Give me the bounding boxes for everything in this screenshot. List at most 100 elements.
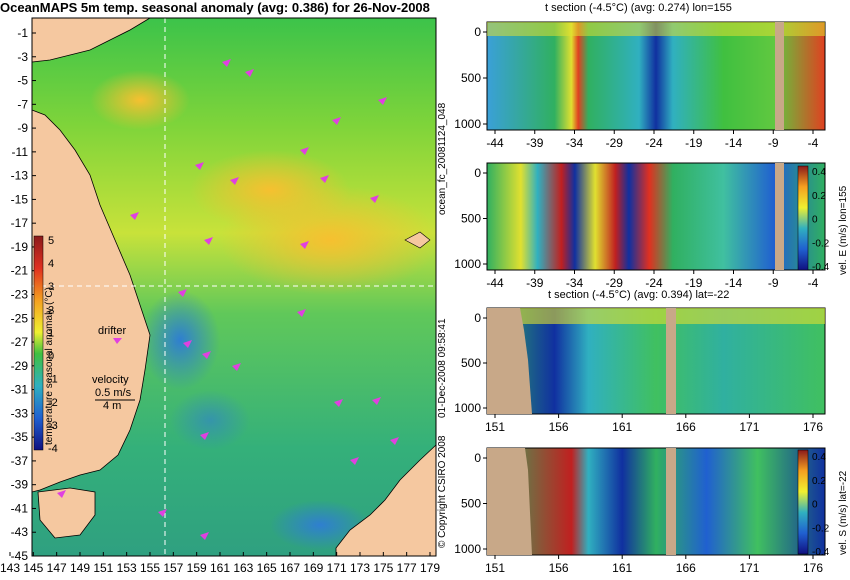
lat-tick-label: -5 [17, 74, 28, 88]
panel-xtick-label: 166 [676, 561, 696, 575]
panel-xtick-label: -19 [685, 136, 703, 150]
cool-anomaly [140, 290, 220, 390]
drifter-marker [232, 363, 241, 371]
panel-xtick-label: -39 [526, 276, 544, 290]
temperature-colorbar [33, 235, 44, 451]
lat-tick-label: -33 [11, 406, 29, 420]
drifter-marker [202, 351, 211, 359]
lat-tick-label: -1 [17, 26, 28, 40]
panel-ytick-label: 1000 [454, 257, 481, 271]
panel-ytick-label: 0 [474, 166, 481, 180]
lon-tick-label: 165 [257, 561, 277, 575]
lat-tick-label: -25 [11, 311, 29, 325]
velocity-s-colorbar-label: vel. S (m/s) lat=-22 [838, 470, 849, 555]
map-panel: -1-3-5-7-9-11-13-15-17-19-21-23-25-27-29… [0, 17, 440, 575]
panel-xtick-label: -24 [645, 276, 663, 290]
drifter-marker [390, 437, 399, 445]
map-title: OceanMAPS 5m temp. seasonal anomaly (avg… [0, 0, 430, 15]
lon-tick-label: 143 [0, 561, 20, 575]
drifter-marker [158, 509, 167, 517]
panel-xtick-label: 171 [739, 420, 759, 434]
lon-tick-label: 151 [93, 561, 113, 575]
panel-xtick-label: 156 [549, 561, 569, 575]
drifter-marker [332, 117, 341, 125]
drifter-marker [130, 212, 139, 220]
lat-tick-label: -29 [11, 359, 29, 373]
velocity-e-colorbar [797, 165, 809, 271]
lon-tick-label: 167 [280, 561, 300, 575]
velocity-e-colorbar-label: vel. E (m/s) lon=155 [838, 185, 849, 275]
velocity-legend-value: 0.5 m/s [95, 387, 132, 399]
drifter-marker [200, 532, 209, 540]
lon-tick-label: 163 [233, 561, 253, 575]
drifter-marker [378, 97, 387, 105]
drifter-marker [178, 289, 187, 297]
panel-xtick-label: -4 [808, 136, 819, 150]
colorbar-tick-label: -2 [48, 397, 58, 409]
section-1-top-band [487, 22, 825, 36]
panel-xtick-label: -9 [768, 136, 779, 150]
colorbar-tick-label: 1 [48, 327, 54, 339]
velocity-colorbar-tick: 0 [812, 215, 818, 226]
velocity-colorbar-tick: -0.2 [812, 523, 830, 534]
panel-xtick-label: -19 [685, 276, 703, 290]
tasmania-land [37, 487, 96, 539]
lon-tick-label: 149 [70, 561, 90, 575]
panel-xtick-label: 171 [739, 561, 759, 575]
lat-tick-label: -11 [12, 145, 29, 159]
panel-xtick-label: -9 [768, 276, 779, 290]
panel-1-title: t section (-4.5°C) (avg: 0.274) lon=155 [545, 2, 732, 14]
section-4-land [487, 448, 532, 555]
panel-3-title: t section (-4.5°C) (avg: 0.394) lat=-22 [548, 289, 730, 301]
colorbar-label: temperature seasonal anomaly (°C) [44, 287, 55, 445]
panel-xtick-label: -34 [566, 276, 584, 290]
drifter-legend-label: drifter [98, 325, 126, 337]
panel-ytick-label: 1000 [454, 542, 481, 556]
velocity-legend-label: velocity [92, 374, 129, 386]
drifter-marker [245, 69, 254, 77]
lon-tick-label: 155 [140, 561, 160, 575]
panel-ytick-label: 500 [461, 212, 481, 226]
panel-xtick-label: 156 [549, 420, 569, 434]
section-3-top-band [487, 308, 825, 324]
colorbar-tick-label: -1 [48, 374, 58, 386]
velocity-colorbar-tick: 0.4 [812, 452, 826, 463]
drifter-marker [200, 432, 209, 440]
lon-tick-label: 157 [163, 561, 183, 575]
panel-xtick-label: -39 [526, 136, 544, 150]
lat-tick-label: -13 [11, 169, 29, 183]
drifter-marker [334, 399, 343, 407]
colorbar-tick-label: -3 [48, 420, 58, 432]
drifter-marker [320, 175, 329, 183]
lat-tick-label: -9 [17, 121, 28, 135]
lat-tick-label: -45 [11, 549, 29, 563]
lon-tick-label: 175 [373, 561, 393, 575]
velocity-colorbar-tick: 0 [812, 500, 818, 511]
panel-ytick-label: 1000 [454, 117, 481, 131]
lon-tick-label: 171 [327, 561, 347, 575]
lat-tick-label: -15 [11, 192, 29, 206]
longitude-ticks: 143 145 147 149 151 153 155 157 159 161 163 165 167 1… [0, 552, 440, 575]
lon-tick-label: 179 [420, 561, 440, 575]
warm-anomaly [90, 70, 190, 130]
new-guinea-land [31, 17, 152, 63]
warm-anomaly [190, 150, 350, 230]
drifter-marker [222, 59, 231, 67]
section-2-land-gap [775, 163, 784, 270]
section-1-image [486, 21, 826, 131]
panel-xtick-label: -29 [606, 136, 624, 150]
section-1-land-gap [775, 22, 784, 130]
drifter-marker [195, 162, 204, 170]
panel-xtick-label: -44 [486, 276, 504, 290]
panel-xtick-label: 161 [612, 420, 632, 434]
lat-tick-label: -41 [11, 501, 29, 515]
section-3-land [487, 308, 532, 414]
panel-ytick-label: 1000 [454, 401, 481, 415]
panel-xtick-label: -4 [808, 276, 819, 290]
lon-tick-label: 147 [47, 561, 67, 575]
panel-xtick-label: -14 [725, 136, 743, 150]
lat-tick-label: -31 [11, 383, 29, 397]
lon-tick-label: 145 [23, 561, 43, 575]
drifter-marker [300, 241, 309, 249]
australia-land [31, 109, 151, 493]
